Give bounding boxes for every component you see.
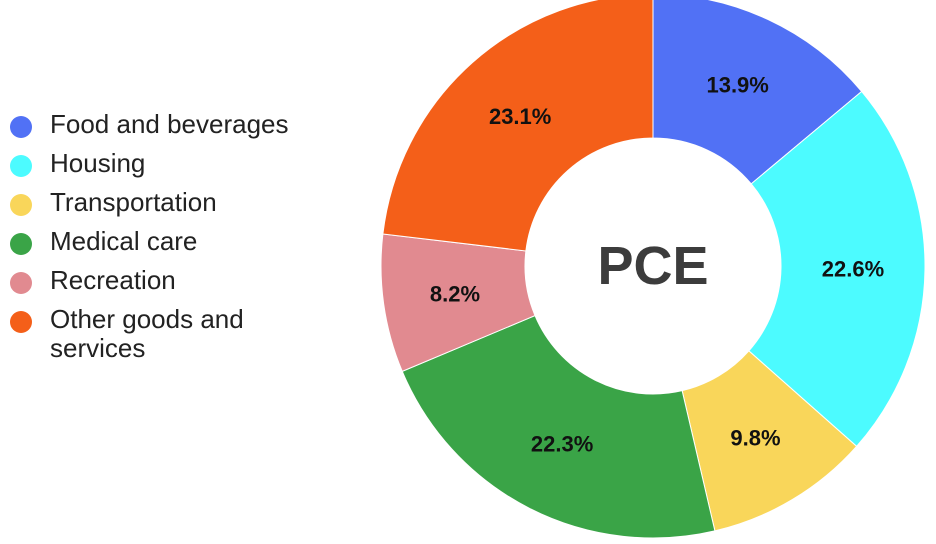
legend-color-dot <box>10 155 32 177</box>
slice-value-label: 13.9% <box>706 72 768 97</box>
legend-item: Recreation <box>10 266 310 295</box>
slice-value-label: 22.3% <box>531 432 593 457</box>
legend-label: Medical care <box>50 226 198 256</box>
slice-value-label: 22.6% <box>822 256 884 281</box>
legend-label: Housing <box>50 148 146 178</box>
legend-item: Food and beverages <box>10 110 310 139</box>
legend-item: Transportation <box>10 188 310 217</box>
slice-value-label: 9.8% <box>730 425 780 450</box>
slice-value-label: 23.1% <box>489 104 551 129</box>
donut-slice-labels: 13.9% 22.6% 9.8% 22.3% 8.2% 23.1% <box>430 72 884 456</box>
legend-color-dot <box>10 311 32 333</box>
legend-color-dot <box>10 116 32 138</box>
donut-slice-6 <box>382 0 654 252</box>
donut-center-label: PCE <box>597 236 708 296</box>
legend-label: Other goods and services <box>50 304 244 363</box>
legend-color-dot <box>10 272 32 294</box>
chart-legend: Food and beverages Housing Transportation M… <box>10 110 310 373</box>
legend-color-dot <box>10 194 32 216</box>
donut-slice-4 <box>401 314 716 539</box>
legend-item: Medical care <box>10 227 310 256</box>
legend-item: Other goods and services <box>10 305 310 363</box>
donut-slice-1 <box>652 0 863 185</box>
donut-slice-2 <box>748 90 926 448</box>
donut-slices <box>380 0 926 539</box>
legend-label: Recreation <box>50 265 176 295</box>
legend-label: Transportation <box>50 187 217 217</box>
legend-item: Housing <box>10 149 310 178</box>
slice-value-label: 8.2% <box>430 281 480 306</box>
legend-color-dot <box>10 233 32 255</box>
legend-label: Food and beverages <box>50 109 289 139</box>
